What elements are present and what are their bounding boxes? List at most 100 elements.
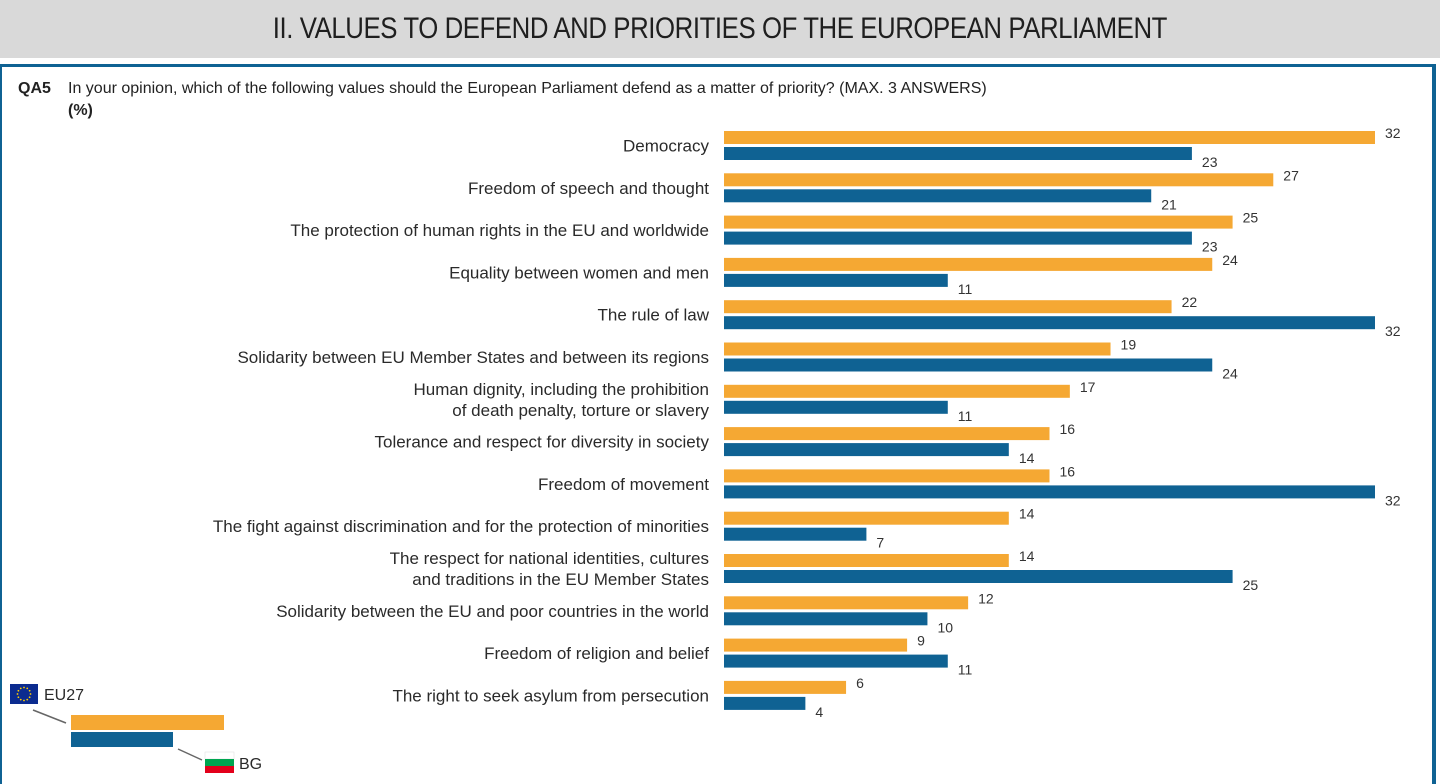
eu-star [26,698,29,701]
value-label-eu27: 16 [1060,421,1076,437]
eu-flag-icon [10,684,38,704]
category-label: The protection of human rights in the EU… [290,221,709,240]
value-label-eu27: 14 [1019,548,1035,564]
question-unit: (%) [68,102,93,119]
bar-bg [724,527,867,541]
value-label-eu27: 9 [917,633,925,649]
value-label-bg: 24 [1222,366,1238,382]
category-label: Human dignity, including the prohibition [414,380,709,399]
bar-eu27 [724,469,1050,483]
category-label: Freedom of speech and thought [468,179,709,198]
category-row: Solidarity between the EU and poor count… [276,590,994,635]
category-row: Tolerance and respect for diversity in s… [375,421,1076,466]
category-row: The fight against discrimination and for… [213,506,1035,551]
value-label-bg: 11 [958,662,973,678]
question-block: QA5 In your opinion, which of the followi… [18,80,987,119]
category-label: Freedom of movement [538,475,709,494]
legend-bg-label: BG [239,756,262,773]
bulgaria-flag-icon [204,751,235,773]
legend-bg-swatch [71,732,173,747]
category-label: and traditions in the EU Member States [412,570,709,589]
value-label-eu27: 19 [1121,337,1137,353]
category-row: The right to seek asylum from persecutio… [392,675,864,720]
bar-eu27 [724,257,1213,271]
eu-star [19,687,22,690]
value-label-eu27: 16 [1060,463,1076,479]
bar-bg [724,654,948,668]
eu-star [17,689,20,692]
value-label-eu27: 32 [1385,125,1401,141]
value-label-eu27: 12 [978,590,994,606]
bar-eu27 [724,511,1009,525]
section-header: II. VALUES TO DEFEND AND PRIORITIES OF T… [0,0,1440,58]
value-label-bg: 23 [1202,154,1218,170]
bar-eu27 [724,215,1233,229]
category-row: The respect for national identities, cul… [390,548,1259,593]
value-label-bg: 25 [1243,577,1259,593]
value-label-bg: 23 [1202,239,1218,255]
bar-bg [724,358,1213,372]
question-text: In your opinion, which of the following … [68,80,987,97]
value-label-eu27: 17 [1080,379,1096,395]
legend: EU27 BG [10,684,262,773]
section-title: II. VALUES TO DEFEND AND PRIORITIES OF T… [272,12,1168,45]
value-label-eu27: 27 [1283,167,1299,183]
value-label-eu27: 14 [1019,506,1035,522]
value-label-eu27: 24 [1222,252,1238,268]
bar-eu27 [724,596,969,610]
bar-eu27 [724,638,908,652]
value-label-bg: 11 [958,408,973,424]
category-label: Democracy [623,137,709,156]
category-row: Freedom of religion and belief 9 11 [484,633,972,678]
category-row: Equality between women and men 24 11 [449,252,1238,297]
bar-bg [724,696,806,710]
value-label-bg: 7 [876,535,884,551]
bar-eu27 [724,554,1009,567]
category-label: of death penalty, torture or slavery [452,401,709,420]
category-row: The protection of human rights in the EU… [290,210,1258,255]
category-row: Freedom of speech and thought 27 21 [468,167,1299,212]
legend-eu27-label: EU27 [44,687,84,704]
bar-bg [724,273,948,287]
legend-bg-leader [177,748,203,761]
category-row: Human dignity, including the prohibition… [414,379,1096,424]
category-row: The rule of law 22 32 [598,294,1401,339]
category-label: The respect for national identities, cul… [390,549,709,568]
bar-bg [724,570,1233,583]
bar-eu27 [724,173,1274,187]
category-label: Solidarity between EU Member States and … [237,348,709,367]
eu-star [17,696,20,699]
category-label: The fight against discrimination and for… [213,517,709,536]
eu-star [29,693,32,695]
category-label: The rule of law [598,306,710,325]
bar-eu27 [724,384,1070,398]
value-label-bg: 10 [937,619,953,635]
bar-eu27 [724,427,1050,441]
legend-eu27-leader [32,709,67,724]
category-label: Equality between women and men [449,263,709,282]
chart-frame [0,64,1436,784]
value-label-bg: 14 [1019,450,1035,466]
bar-bg [724,231,1192,245]
eu-star [19,698,22,701]
eu-star [23,686,25,689]
bar-bg [724,189,1152,203]
bar-bg [724,485,1375,499]
bar-bg [724,147,1192,160]
category-label: Solidarity between the EU and poor count… [276,602,709,621]
eu-star [26,687,29,690]
value-label-eu27: 6 [856,675,864,691]
legend-eu27-swatch [71,715,224,730]
category-row: Solidarity between EU Member States and … [237,337,1238,382]
bar-bg [724,443,1009,457]
value-label-bg: 21 [1161,196,1177,212]
eu-star [23,699,25,702]
category-row: Freedom of movement 16 32 [538,463,1401,508]
bar-bg [724,316,1375,330]
category-label: Tolerance and respect for diversity in s… [375,433,710,452]
value-label-eu27: 22 [1182,294,1198,310]
eu-star [28,689,31,692]
bar-bg [724,612,928,626]
